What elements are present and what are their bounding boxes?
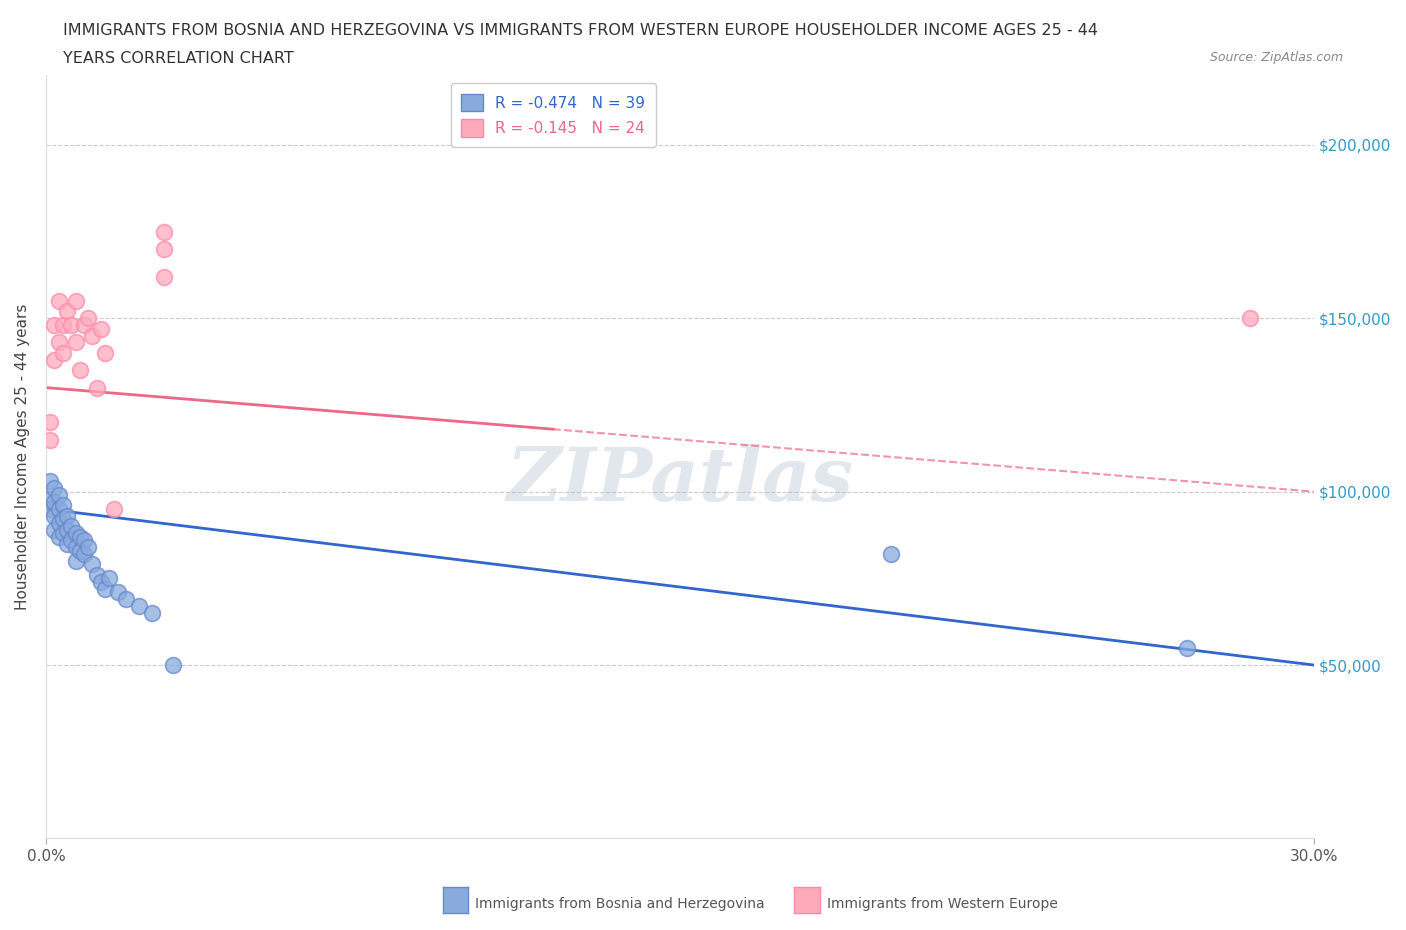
Point [39,473,62,488]
Point [65,539,87,554]
Point [44,495,66,510]
Point [56,509,79,524]
Point [48,335,70,350]
Point [1175,640,1198,655]
Point [48,487,70,502]
Point [73,547,96,562]
Point [39,501,62,516]
Point [44,509,66,524]
Point [65,553,87,568]
Point [44,318,66,333]
Point [52,525,75,540]
Point [48,529,70,544]
Point [880,547,903,562]
Point [94,581,117,596]
Point [94,345,117,360]
Point [153,224,176,239]
Text: Immigrants from Bosnia and Herzegovina: Immigrants from Bosnia and Herzegovina [475,897,765,911]
Point [65,335,87,350]
Text: IMMIGRANTS FROM BOSNIA AND HERZEGOVINA VS IMMIGRANTS FROM WESTERN EUROPE HOUSEHO: IMMIGRANTS FROM BOSNIA AND HERZEGOVINA V… [63,23,1098,38]
Point [39,491,62,506]
Point [107,585,129,600]
Point [90,575,112,590]
Point [52,318,75,333]
Point [69,529,91,544]
Point [69,543,91,558]
Point [56,537,79,551]
Point [65,294,87,309]
Point [44,481,66,496]
Text: ZIPatlas: ZIPatlas [506,444,853,516]
Text: Immigrants from Western Europe: Immigrants from Western Europe [827,897,1057,911]
Point [141,605,163,620]
Point [39,432,62,447]
Text: YEARS CORRELATION CHART: YEARS CORRELATION CHART [63,51,294,66]
Point [90,321,112,336]
Point [128,599,150,614]
Point [65,525,87,540]
Point [39,415,62,430]
Text: Source: ZipAtlas.com: Source: ZipAtlas.com [1209,51,1343,64]
Point [98,571,121,586]
Point [1239,311,1261,325]
Point [52,345,75,360]
Point [73,533,96,548]
Point [153,242,176,257]
Point [56,304,79,319]
Point [56,523,79,538]
Point [86,380,108,395]
Point [77,311,100,325]
Point [82,328,104,343]
Point [162,658,184,672]
Point [153,269,176,284]
Point [69,363,91,378]
Point [48,501,70,516]
Point [60,533,83,548]
Point [52,498,75,513]
Point [52,512,75,526]
Point [60,519,83,534]
Point [48,515,70,530]
Point [82,557,104,572]
Point [86,567,108,582]
Point [44,523,66,538]
Point [48,294,70,309]
Point [115,591,138,606]
Point [44,352,66,367]
Point [77,539,100,554]
Point [103,501,125,516]
Point [73,318,96,333]
Legend: R = -0.474   N = 39, R = -0.145   N = 24: R = -0.474 N = 39, R = -0.145 N = 24 [450,83,655,148]
Y-axis label: Householder Income Ages 25 - 44 years: Householder Income Ages 25 - 44 years [15,304,30,610]
Point [60,318,83,333]
